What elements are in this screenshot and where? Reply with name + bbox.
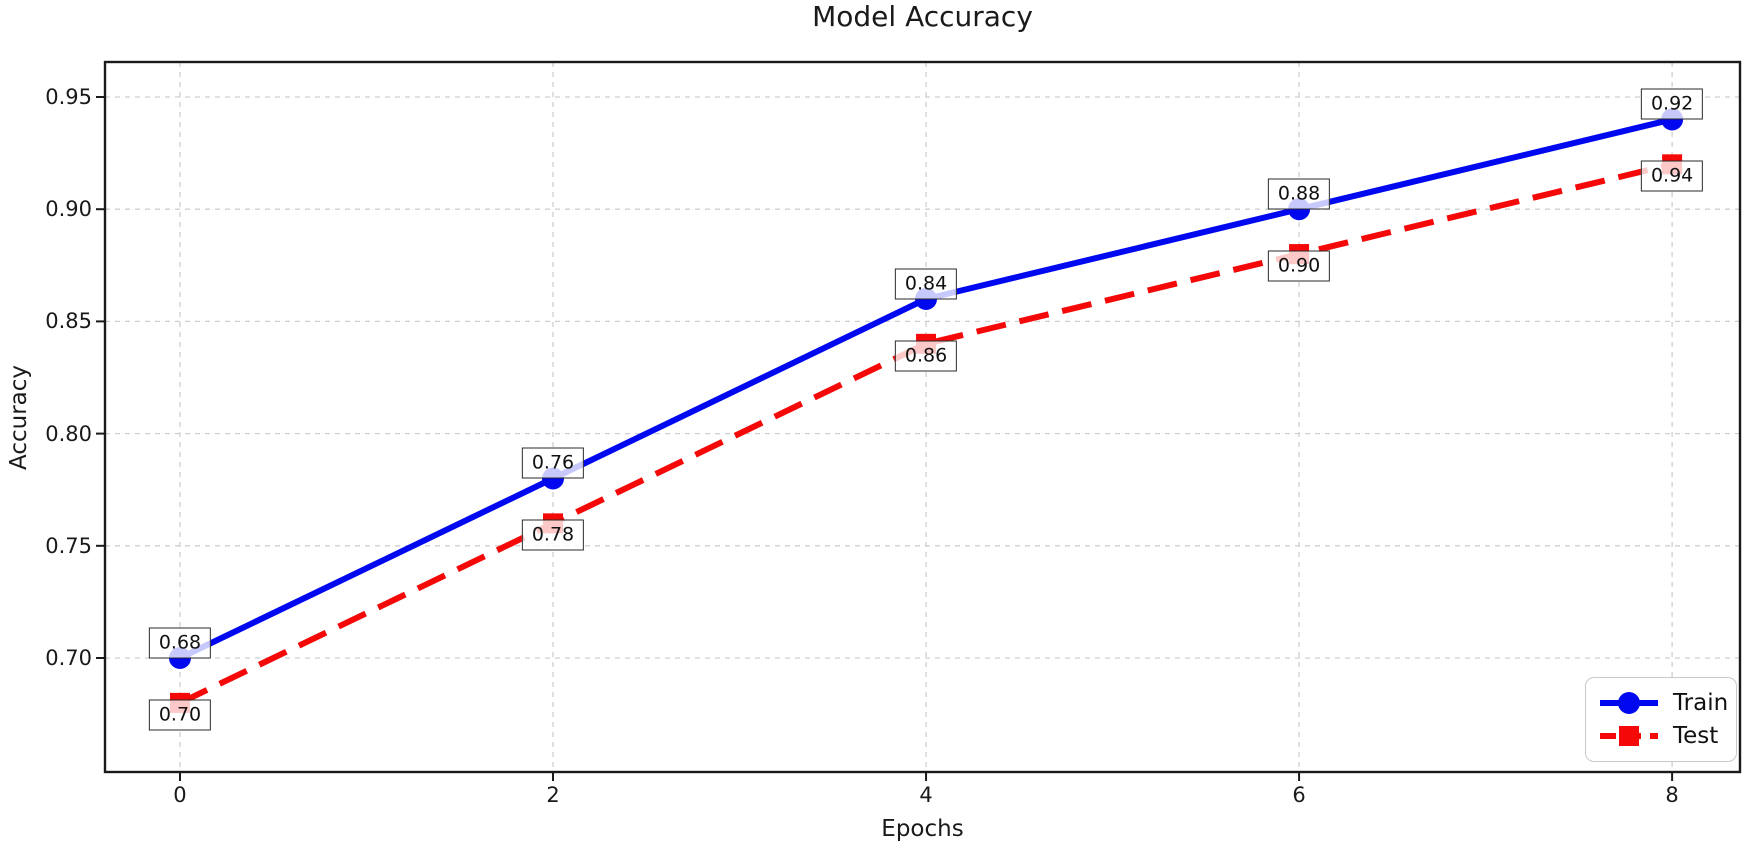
legend-label: Test xyxy=(1673,723,1719,749)
legend: Train Test xyxy=(1585,677,1737,762)
point-label-train: 0.84 xyxy=(894,268,958,300)
point-label-train: 0.92 xyxy=(1640,88,1704,120)
chart-title: Model Accuracy xyxy=(812,0,1033,33)
point-label-test: 0.90 xyxy=(1267,250,1331,282)
y-tick-label: 0.80 xyxy=(45,421,92,446)
point-label-train: 0.68 xyxy=(148,627,212,659)
point-label-test: 0.86 xyxy=(894,340,958,372)
x-tick-label: 6 xyxy=(1292,783,1306,807)
point-label-train: 0.76 xyxy=(521,447,585,479)
x-axis-label: Epochs xyxy=(881,816,964,842)
x-tick-label: 4 xyxy=(919,783,933,807)
y-tick-label: 0.90 xyxy=(45,197,92,222)
x-tick-label: 2 xyxy=(546,783,560,807)
point-label-test: 0.70 xyxy=(148,699,212,731)
legend-line-circle-icon xyxy=(1600,692,1658,714)
legend-entry-test: Test xyxy=(1598,722,1736,750)
point-label-test: 0.78 xyxy=(521,519,585,551)
legend-entry-train: Train xyxy=(1598,689,1736,717)
point-label-train: 0.88 xyxy=(1267,178,1331,210)
train-line xyxy=(178,116,1673,661)
y-tick-label: 0.85 xyxy=(45,309,92,334)
y-tick-label: 0.95 xyxy=(45,85,92,109)
point-label-test: 0.94 xyxy=(1640,160,1704,192)
axes-spines xyxy=(103,60,1742,774)
y-tick-label: 0.75 xyxy=(45,533,92,558)
legend-line-square-icon xyxy=(1600,726,1658,746)
x-tick-label: 0 xyxy=(173,783,187,807)
y-tick-label: 0.70 xyxy=(45,646,92,670)
x-tick-label: 8 xyxy=(1665,783,1679,807)
test-line xyxy=(178,161,1673,706)
legend-label: Train xyxy=(1673,690,1729,716)
